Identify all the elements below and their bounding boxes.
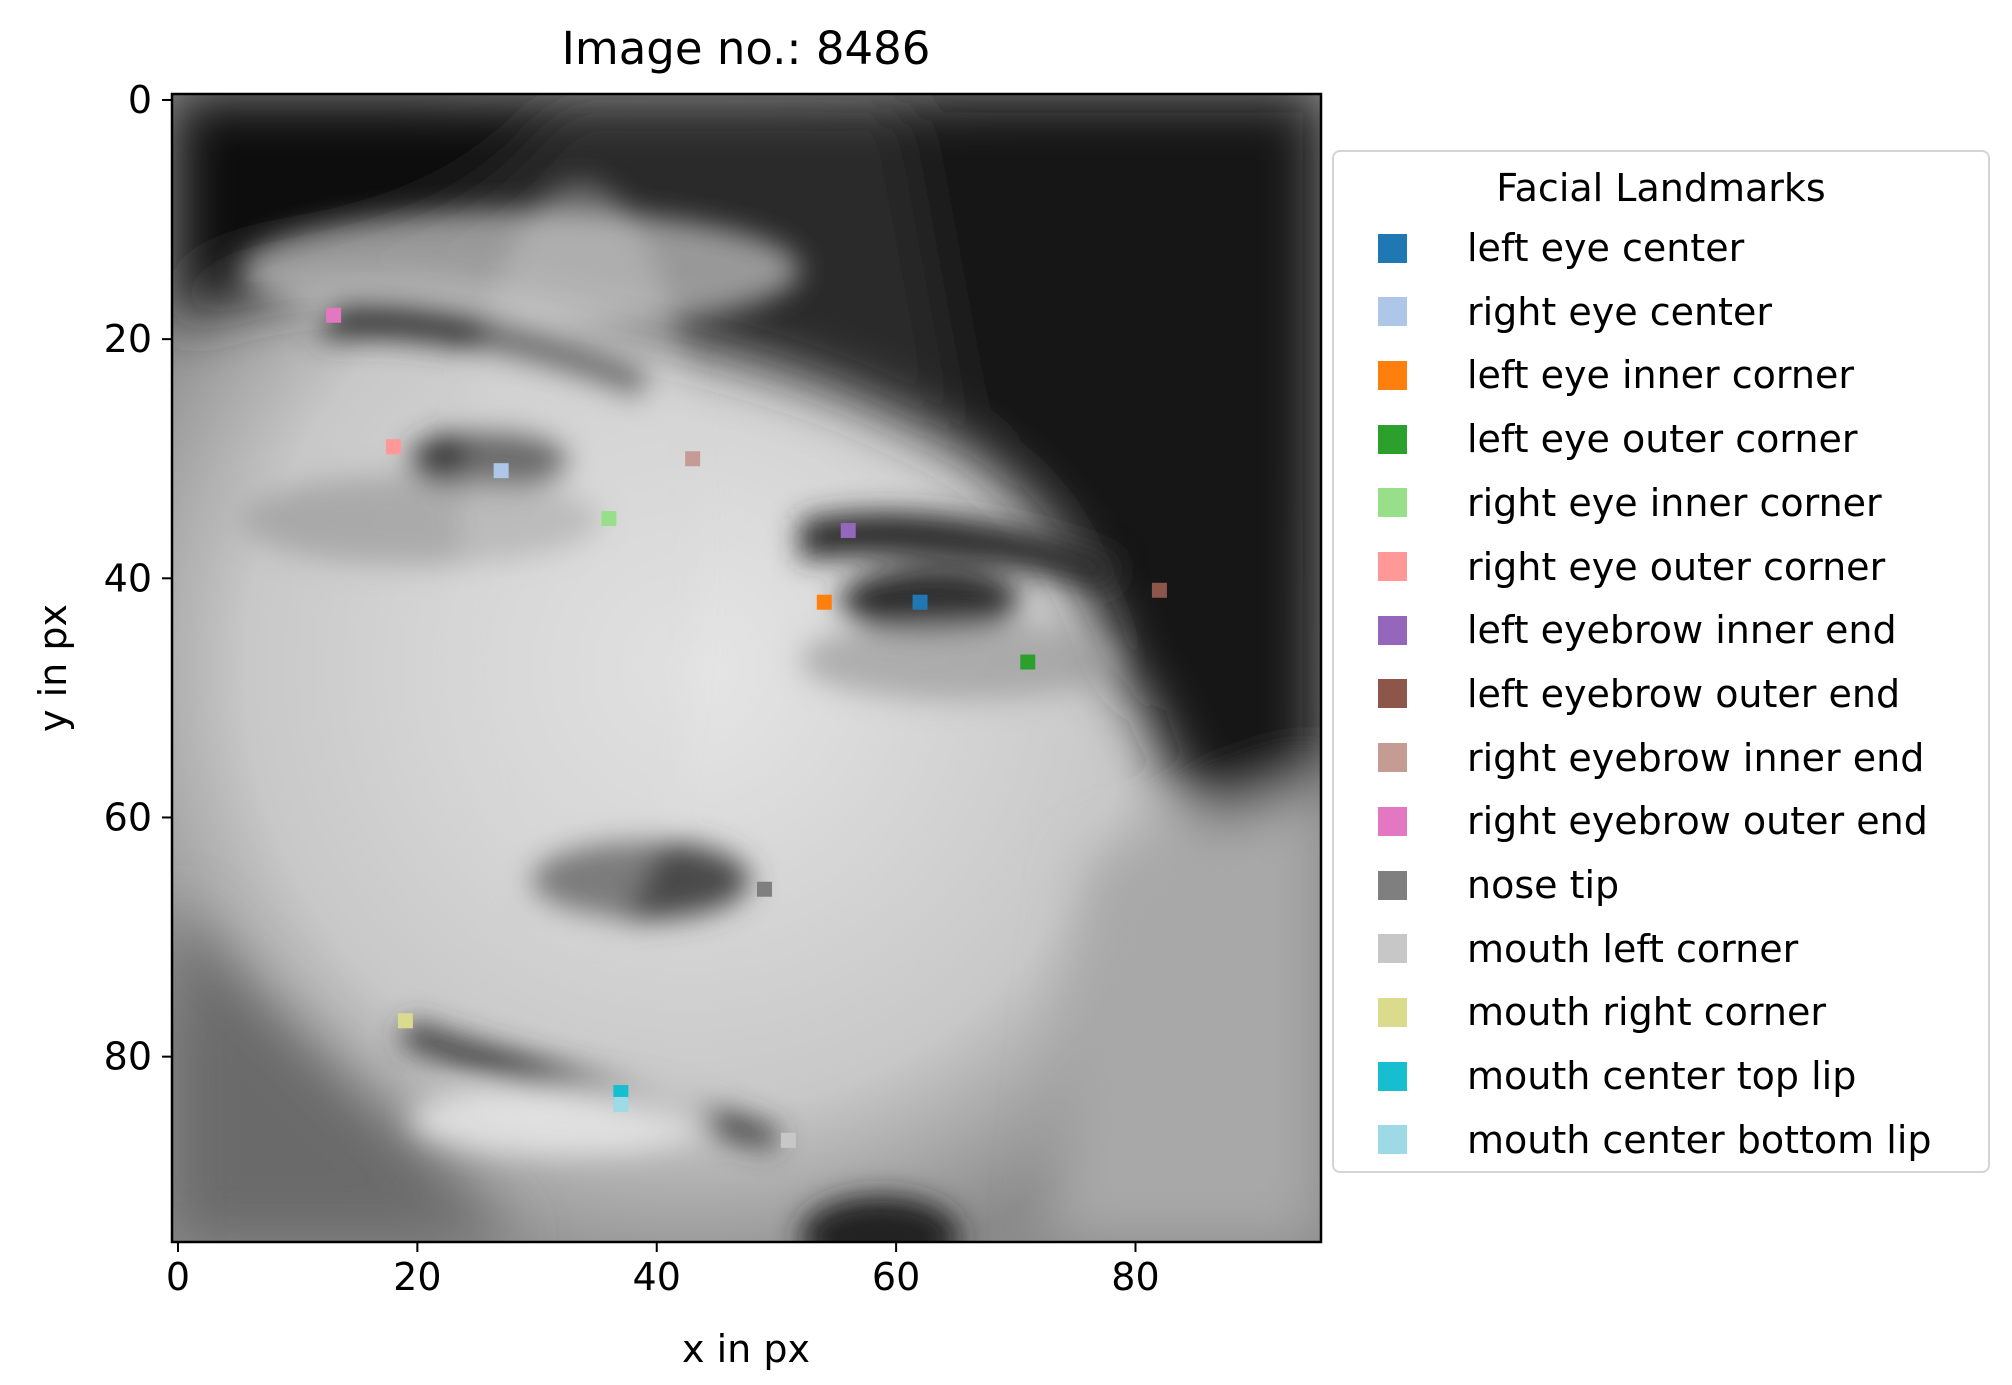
landmark-point-right-eye-inner-corner	[601, 511, 617, 527]
x-tick-label: 20	[393, 1255, 441, 1299]
legend-label: right eye inner corner	[1467, 480, 1882, 525]
legend: Facial Landmarks left eye center right ey…	[1332, 150, 1990, 1173]
y-tick-label: 40	[104, 556, 152, 600]
legend-swatch	[1378, 297, 1407, 327]
legend-item: mouth right corner	[1378, 982, 1826, 1042]
y-tick-label: 60	[104, 795, 152, 839]
legend-label: mouth center top lip	[1467, 1054, 1857, 1099]
landmark-point-left-eye-outer-corner	[1020, 654, 1036, 670]
legend-swatch	[1378, 360, 1407, 390]
x-axis-ticks: 0 20 40 60 80	[166, 1242, 1160, 1299]
landmark-markers	[326, 307, 1167, 1148]
landmark-point-left-eyebrow-outer-end	[1151, 582, 1167, 598]
legend-item: mouth center bottom lip	[1378, 1110, 1932, 1170]
legend-swatch	[1378, 934, 1407, 964]
legend-item: left eye inner corner	[1378, 345, 1854, 405]
legend-label: mouth right corner	[1467, 990, 1826, 1035]
legend-item: nose tip	[1378, 855, 1619, 915]
x-tick-label: 0	[166, 1255, 190, 1299]
legend-label: left eyebrow inner end	[1467, 608, 1897, 653]
legend-label: mouth left corner	[1467, 926, 1799, 971]
legend-item: right eye center	[1378, 282, 1772, 342]
legend-item: left eyebrow inner end	[1378, 600, 1897, 660]
landmark-point-mouth-center-top-lip	[613, 1085, 629, 1101]
x-tick-label: 80	[1111, 1255, 1159, 1299]
legend-label: left eye outer corner	[1467, 417, 1858, 462]
legend-swatch	[1378, 806, 1407, 836]
legend-label: nose tip	[1467, 863, 1620, 907]
legend-swatch	[1378, 488, 1407, 518]
legend-item: right eye inner corner	[1378, 473, 1882, 533]
legend-swatch	[1378, 233, 1407, 263]
landmark-point-nose-tip	[756, 881, 772, 897]
landmark-point-left-eye-inner-corner	[816, 594, 832, 610]
legend-item: left eyebrow outer end	[1378, 664, 1900, 724]
legend-swatch	[1378, 870, 1407, 900]
legend-item: mouth left corner	[1378, 919, 1798, 979]
landmark-point-right-eye-outer-corner	[385, 439, 401, 455]
y-axis-label: y in px	[31, 604, 75, 732]
landmark-point-right-eyebrow-outer-end	[326, 307, 342, 323]
landmark-point-left-eyebrow-inner-end	[840, 522, 856, 538]
legend-swatch	[1378, 997, 1407, 1027]
legend-swatch	[1378, 552, 1407, 581]
legend-swatch	[1378, 743, 1407, 773]
y-tick-label: 20	[104, 317, 152, 361]
x-tick-label: 60	[872, 1255, 920, 1299]
legend-item: right eyebrow outer end	[1378, 791, 1928, 851]
legend-swatch	[1378, 615, 1407, 645]
legend-item: right eye outer corner	[1378, 537, 1885, 597]
plot-frame	[170, 92, 1323, 1244]
legend-title: Facial Landmarks	[1496, 166, 1826, 210]
landmark-point-mouth-center-bottom-lip	[613, 1096, 629, 1112]
x-tick-label: 40	[633, 1255, 681, 1299]
face-photo	[172, 94, 1321, 1242]
legend-label: left eye inner corner	[1467, 353, 1854, 398]
legend-swatch	[1378, 1061, 1407, 1091]
chart-title: Image no.: 8486	[562, 22, 931, 75]
legend-label: mouth center bottom lip	[1467, 1117, 1932, 1162]
y-axis-ticks: 0 20 40 60 80	[104, 78, 172, 1079]
landmark-point-left-eye-center	[912, 594, 928, 610]
legend-label: left eye center	[1467, 226, 1745, 270]
legend-label: left eyebrow outer end	[1467, 671, 1901, 716]
legend-item: mouth center top lip	[1378, 1046, 1856, 1106]
landmark-point-mouth-left-corner	[780, 1132, 796, 1148]
legend-swatch	[1378, 1125, 1407, 1155]
legend-label: right eye center	[1467, 289, 1772, 334]
legend-label: right eye outer corner	[1467, 544, 1886, 589]
landmark-point-mouth-right-corner	[397, 1013, 413, 1029]
x-axis-label: x in px	[682, 1327, 810, 1371]
y-tick-label: 80	[104, 1035, 152, 1079]
legend-label: right eyebrow inner end	[1467, 735, 1925, 780]
legend-swatch	[1378, 679, 1407, 709]
legend-swatch	[1378, 424, 1407, 454]
legend-item: right eyebrow inner end	[1378, 728, 1924, 788]
landmark-point-right-eyebrow-inner-end	[685, 451, 701, 467]
landmark-point-right-eye-center	[493, 463, 509, 479]
legend-label: right eyebrow outer end	[1467, 799, 1928, 844]
legend-item: left eye outer corner	[1378, 409, 1857, 469]
y-tick-label: 0	[128, 78, 152, 122]
legend-item: left eye center	[1378, 218, 1744, 278]
